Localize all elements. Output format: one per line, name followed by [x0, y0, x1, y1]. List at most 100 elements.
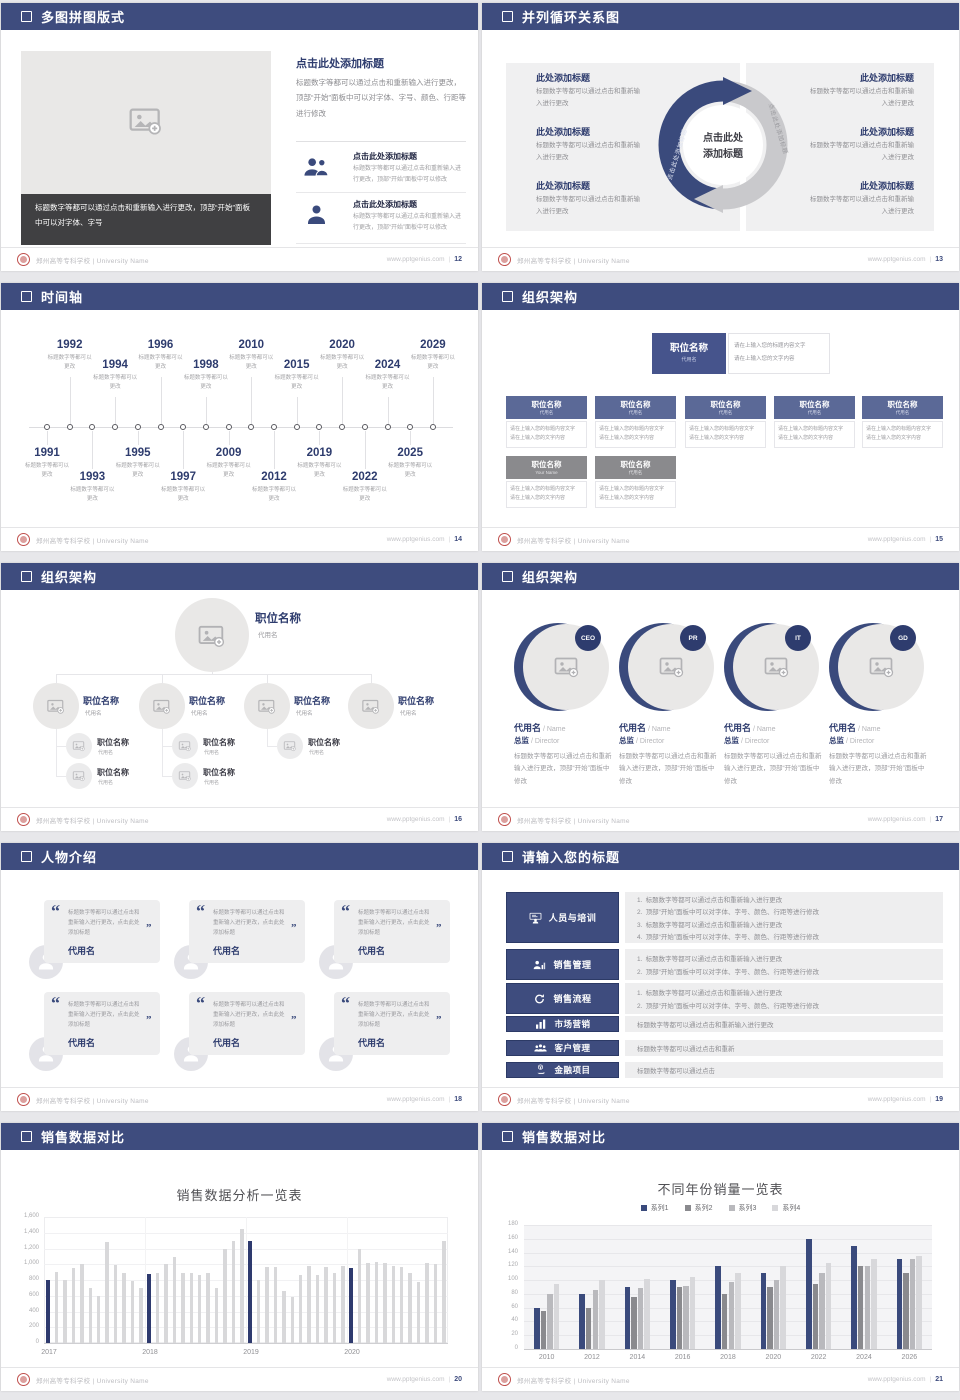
- slide-thumbnail-12[interactable]: 标题数字等都可以通过点击和重新输入进行更改，顶部“开始”面板中可以对字体、字号 点…: [1, 3, 478, 271]
- connector: [162, 746, 172, 747]
- agenda-button-3[interactable]: 销售流程: [506, 983, 619, 1014]
- profile-name: 代用名: [724, 723, 752, 733]
- year-label: 1996: [147, 339, 174, 351]
- slide-footer: 郑州高等专科学校 | University Name www.pptgenius…: [1, 1087, 478, 1111]
- quote-text: 标题数字等都可以通过点击和重新输入进行更改，点击此处添加标题: [213, 1002, 285, 1029]
- legend-swatch: [684, 1205, 691, 1211]
- org-child-avatar: [172, 763, 198, 789]
- slide-thumbnail-14[interactable]: 1992 标题数字等都可以更改 1994 标题数字等都可以更改 1996 标题数字等都可以…: [1, 283, 478, 551]
- profile-text: 标题数字等都可以通过点击和重新输入进行更改，顶部“开始”面板中修改: [514, 753, 612, 785]
- add-image-icon: [197, 623, 227, 649]
- year-label: 2025: [397, 447, 423, 459]
- y-tick-label: 800: [28, 1276, 39, 1282]
- add-image-icon: [283, 740, 297, 752]
- org-text-line: 请在上输入您的文字内容: [510, 495, 566, 501]
- y-tick-label: 200: [28, 1323, 39, 1330]
- people-icon: [303, 155, 330, 179]
- footer-separator: |: [929, 816, 932, 823]
- agenda-button-6[interactable]: 金融项目: [506, 1062, 619, 1078]
- footer-separator: |: [448, 816, 451, 823]
- gridline-v: [246, 1217, 247, 1343]
- slide-thumbnail-21[interactable]: 不同年份销量一览表 系列1 系列2 系列3 系列4 0 20 40 60 80 100 120 140 1…: [482, 1123, 959, 1391]
- year-label: 2029: [420, 339, 446, 351]
- org-child-title: 职位名称: [203, 738, 235, 747]
- cycle-center-label: 点击此处 添加标题: [699, 131, 747, 162]
- org-text-line: 请在上输入您的文字内容: [866, 435, 922, 441]
- slide-body: 销售数据分析一览表 0 200 400 600 800 1,000 1,200 1,400 1,6…: [1, 1123, 478, 1391]
- org-box-sub: 代用名: [718, 410, 733, 415]
- org-root-box: [652, 333, 726, 374]
- agenda-button-5[interactable]: 客户管理: [506, 1040, 619, 1056]
- year-label: 2019: [306, 447, 333, 459]
- website-url: www.pptgenius.com: [867, 816, 926, 823]
- profile-role-en: / Director: [634, 738, 665, 745]
- agenda-button-4[interactable]: 市场营销: [506, 1016, 619, 1032]
- year-caption: 标题数字等都可以更改: [251, 487, 296, 503]
- agenda-line: 标题数字等都可以通过点击: [637, 1068, 715, 1075]
- add-image-icon: [46, 698, 66, 715]
- profile-name-line: 代用名 / Name: [514, 721, 620, 734]
- org-box: [685, 396, 766, 419]
- agenda-button-2[interactable]: 销售管理: [506, 949, 619, 980]
- org-box: [774, 396, 855, 419]
- legend-swatch: [728, 1205, 735, 1211]
- legend-label: 系列1: [650, 1205, 669, 1212]
- timeline-stem: [432, 377, 434, 424]
- bar: [391, 1265, 396, 1343]
- close-quote-icon: ”: [436, 922, 442, 934]
- role-badge: IT: [785, 625, 811, 651]
- bar: [231, 1240, 236, 1343]
- slide-thumbnail-16[interactable]: 职位名称 代用名 职位名称 代用名 职位名称 代用名 职位名称 代用名 职位名称 代用名 职位名称代…: [1, 563, 478, 831]
- slide-thumbnail-17[interactable]: CEO 代用名 / Name 总监 / Director 标题数字等都可以通过点击和重…: [482, 563, 959, 831]
- legend-item: 系列3: [728, 1203, 756, 1213]
- bar: [113, 1265, 118, 1343]
- chart-title: 销售数据分析一览表: [176, 1188, 303, 1203]
- person-name: 代用名: [213, 946, 241, 956]
- page-number: 12: [454, 256, 462, 263]
- year-caption: 标题数字等都可以更改: [206, 463, 251, 479]
- bar: [773, 1280, 780, 1349]
- page-number: 18: [454, 1096, 462, 1103]
- website-url: www.pptgenius.com: [867, 536, 926, 543]
- bar: [553, 1283, 560, 1349]
- legend-item: 系列4: [772, 1203, 800, 1213]
- bar: [46, 1280, 50, 1343]
- gridline: [524, 1335, 932, 1337]
- bar: [298, 1274, 303, 1343]
- slide-title: 并列循环关系图: [522, 10, 621, 25]
- footer-right: www.pptgenius.com | 21: [868, 1376, 943, 1383]
- timeline-stem: [296, 397, 298, 424]
- agenda-label: 金融项目: [554, 1065, 591, 1075]
- org-child-sub: 代用名: [98, 750, 114, 756]
- org-child-title: 职位名称: [97, 738, 129, 747]
- page-number: 15: [935, 536, 943, 543]
- cycle-center-line1: 点击此处: [703, 133, 743, 144]
- slide-thumbnail-13[interactable]: 此处添加标题 标题数字等都可以通过点击和重新输入进行更改 此处添加标题 标题数字等都可…: [482, 3, 959, 271]
- org-text-line: 请在上输入您的标题内容文字: [599, 426, 665, 432]
- bar: [728, 1281, 735, 1349]
- bar: [644, 1278, 650, 1349]
- bar: [139, 1287, 143, 1343]
- add-image-icon: [868, 655, 896, 679]
- bar: [585, 1307, 592, 1349]
- slide-thumbnail-19[interactable]: 人员与培训 1. 标题数字等都可以通过点击和重新输入进行更改 2. 顶部“开始”面板…: [482, 843, 959, 1111]
- slide-thumbnail-20[interactable]: 销售数据分析一览表 0 200 400 600 800 1,000 1,200 1,400 1,6…: [1, 1123, 478, 1391]
- year-caption: 标题数字等都可以更改: [388, 463, 433, 479]
- profile-role: 总监: [829, 736, 844, 745]
- x-tick-label: 2018: [720, 1354, 736, 1361]
- profile-name-en: / Name: [646, 726, 671, 733]
- item-text: 标题数字等都可以通过点击和重新输入进行更改: [810, 142, 914, 162]
- school-name: 郑州高等专科学校 | University Name: [36, 817, 149, 825]
- bar: [197, 1274, 202, 1343]
- gridline: [524, 1280, 932, 1282]
- agenda-button-1[interactable]: 人员与培训: [506, 892, 619, 943]
- agenda-panel: 1. 标题数字等都可以通过点击和重新输入进行更改 2. 顶部“开始”面板中可以对字…: [625, 949, 943, 980]
- page-number: 16: [454, 816, 462, 823]
- slide-thumbnail-18[interactable]: “ 标题数字等都可以通过点击和重新输入进行更改，点击此处添加标题 ” 代用名 “ 标题数字…: [1, 843, 478, 1111]
- org-root-title: 职位名称: [255, 613, 301, 625]
- slide-footer: 郑州高等专科学校 | University Name www.pptgenius…: [482, 807, 959, 831]
- slide-thumbnail-15[interactable]: 职位名称 代用名 请在上输入您的标题内容文字 请在上输入您的文字内容 职位名称 代用名 请在…: [482, 283, 959, 551]
- bar: [857, 1266, 864, 1349]
- y-tick-label: 0: [35, 1339, 39, 1345]
- year-label: 2010: [238, 339, 265, 351]
